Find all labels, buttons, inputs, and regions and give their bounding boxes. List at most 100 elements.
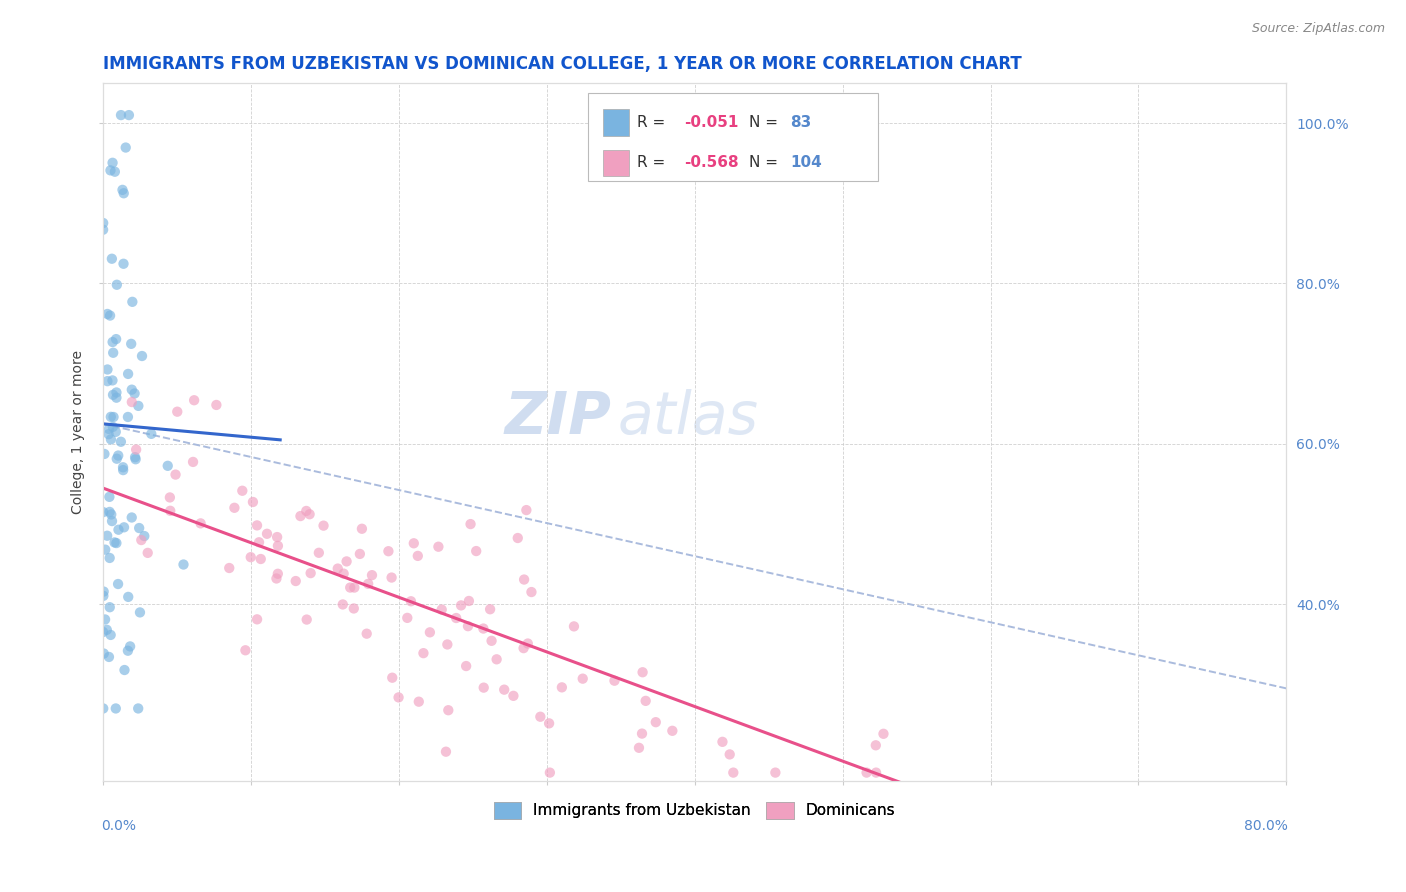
- Point: [121, 383, 143, 397]
- Point: [117, 367, 139, 381]
- Point: [343, 601, 366, 615]
- Point: [406, 549, 429, 563]
- Point: [361, 568, 384, 582]
- Point: [100, 628, 122, 642]
- Point: [494, 682, 516, 697]
- Point: [634, 694, 657, 708]
- Point: [381, 671, 404, 685]
- Point: [437, 703, 460, 717]
- Point: [298, 507, 321, 521]
- Point: [100, 433, 122, 447]
- Point: [465, 544, 488, 558]
- Point: [159, 491, 181, 505]
- Point: [357, 577, 380, 591]
- Point: [98, 551, 121, 566]
- FancyBboxPatch shape: [603, 110, 630, 136]
- Point: [128, 521, 150, 535]
- Text: -0.568: -0.568: [683, 155, 738, 170]
- Point: [97, 422, 120, 436]
- Point: [94, 542, 117, 557]
- Point: [100, 409, 122, 424]
- Point: [112, 463, 135, 477]
- Point: [112, 186, 135, 201]
- Point: [855, 765, 877, 780]
- Point: [520, 585, 543, 599]
- Point: [91, 216, 114, 230]
- Text: R =: R =: [637, 155, 669, 170]
- Point: [104, 701, 127, 715]
- Point: [101, 252, 124, 266]
- Point: [472, 622, 495, 636]
- Y-axis label: College, 1 year or more: College, 1 year or more: [72, 350, 86, 514]
- Point: [485, 652, 508, 666]
- Point: [387, 690, 409, 705]
- Point: [267, 566, 290, 581]
- Text: atlas: atlas: [617, 390, 759, 446]
- Point: [256, 526, 278, 541]
- Point: [290, 509, 312, 524]
- Point: [91, 625, 114, 640]
- Point: [218, 561, 240, 575]
- Point: [101, 514, 124, 528]
- Point: [339, 581, 361, 595]
- Point: [100, 163, 122, 178]
- Point: [165, 467, 187, 482]
- Point: [98, 505, 121, 519]
- Point: [101, 156, 124, 170]
- Point: [107, 577, 129, 591]
- Point: [124, 452, 146, 467]
- Point: [460, 517, 482, 532]
- Point: [173, 558, 195, 572]
- Text: IMMIGRANTS FROM UZBEKISTAN VS DOMINICAN COLLEGE, 1 YEAR OR MORE CORRELATION CHAR: IMMIGRANTS FROM UZBEKISTAN VS DOMINICAN …: [103, 55, 1021, 73]
- Point: [434, 745, 457, 759]
- Point: [332, 566, 354, 581]
- Point: [101, 373, 124, 387]
- Point: [98, 490, 121, 504]
- Point: [627, 740, 650, 755]
- Point: [97, 649, 120, 664]
- Point: [502, 689, 524, 703]
- Point: [235, 643, 257, 657]
- Point: [356, 626, 378, 640]
- Point: [103, 535, 125, 549]
- Point: [402, 536, 425, 550]
- Point: [332, 598, 354, 612]
- Point: [479, 602, 502, 616]
- Point: [249, 552, 271, 566]
- Point: [93, 584, 115, 599]
- Point: [538, 716, 561, 731]
- Point: [472, 681, 495, 695]
- Point: [711, 735, 734, 749]
- Point: [312, 518, 335, 533]
- Text: ZIP: ZIP: [505, 390, 612, 446]
- Point: [114, 663, 136, 677]
- Point: [101, 388, 124, 402]
- Point: [91, 223, 114, 237]
- Point: [131, 349, 153, 363]
- Point: [295, 504, 318, 518]
- Point: [377, 544, 399, 558]
- Text: -0.051: -0.051: [683, 115, 738, 130]
- Point: [284, 574, 307, 588]
- Text: 104: 104: [790, 155, 823, 170]
- Point: [661, 723, 683, 738]
- Point: [266, 572, 288, 586]
- Point: [205, 398, 228, 412]
- Point: [94, 612, 117, 626]
- Point: [124, 450, 146, 465]
- Point: [129, 606, 152, 620]
- Point: [124, 386, 146, 401]
- Point: [91, 701, 114, 715]
- Point: [183, 393, 205, 408]
- Point: [112, 520, 135, 534]
- Point: [117, 590, 139, 604]
- Text: 0.0%: 0.0%: [101, 819, 136, 833]
- Point: [134, 529, 156, 543]
- Point: [159, 504, 181, 518]
- Point: [110, 108, 132, 122]
- Point: [865, 765, 887, 780]
- Point: [247, 535, 270, 549]
- Point: [326, 561, 349, 575]
- Point: [718, 747, 741, 762]
- Point: [98, 309, 121, 323]
